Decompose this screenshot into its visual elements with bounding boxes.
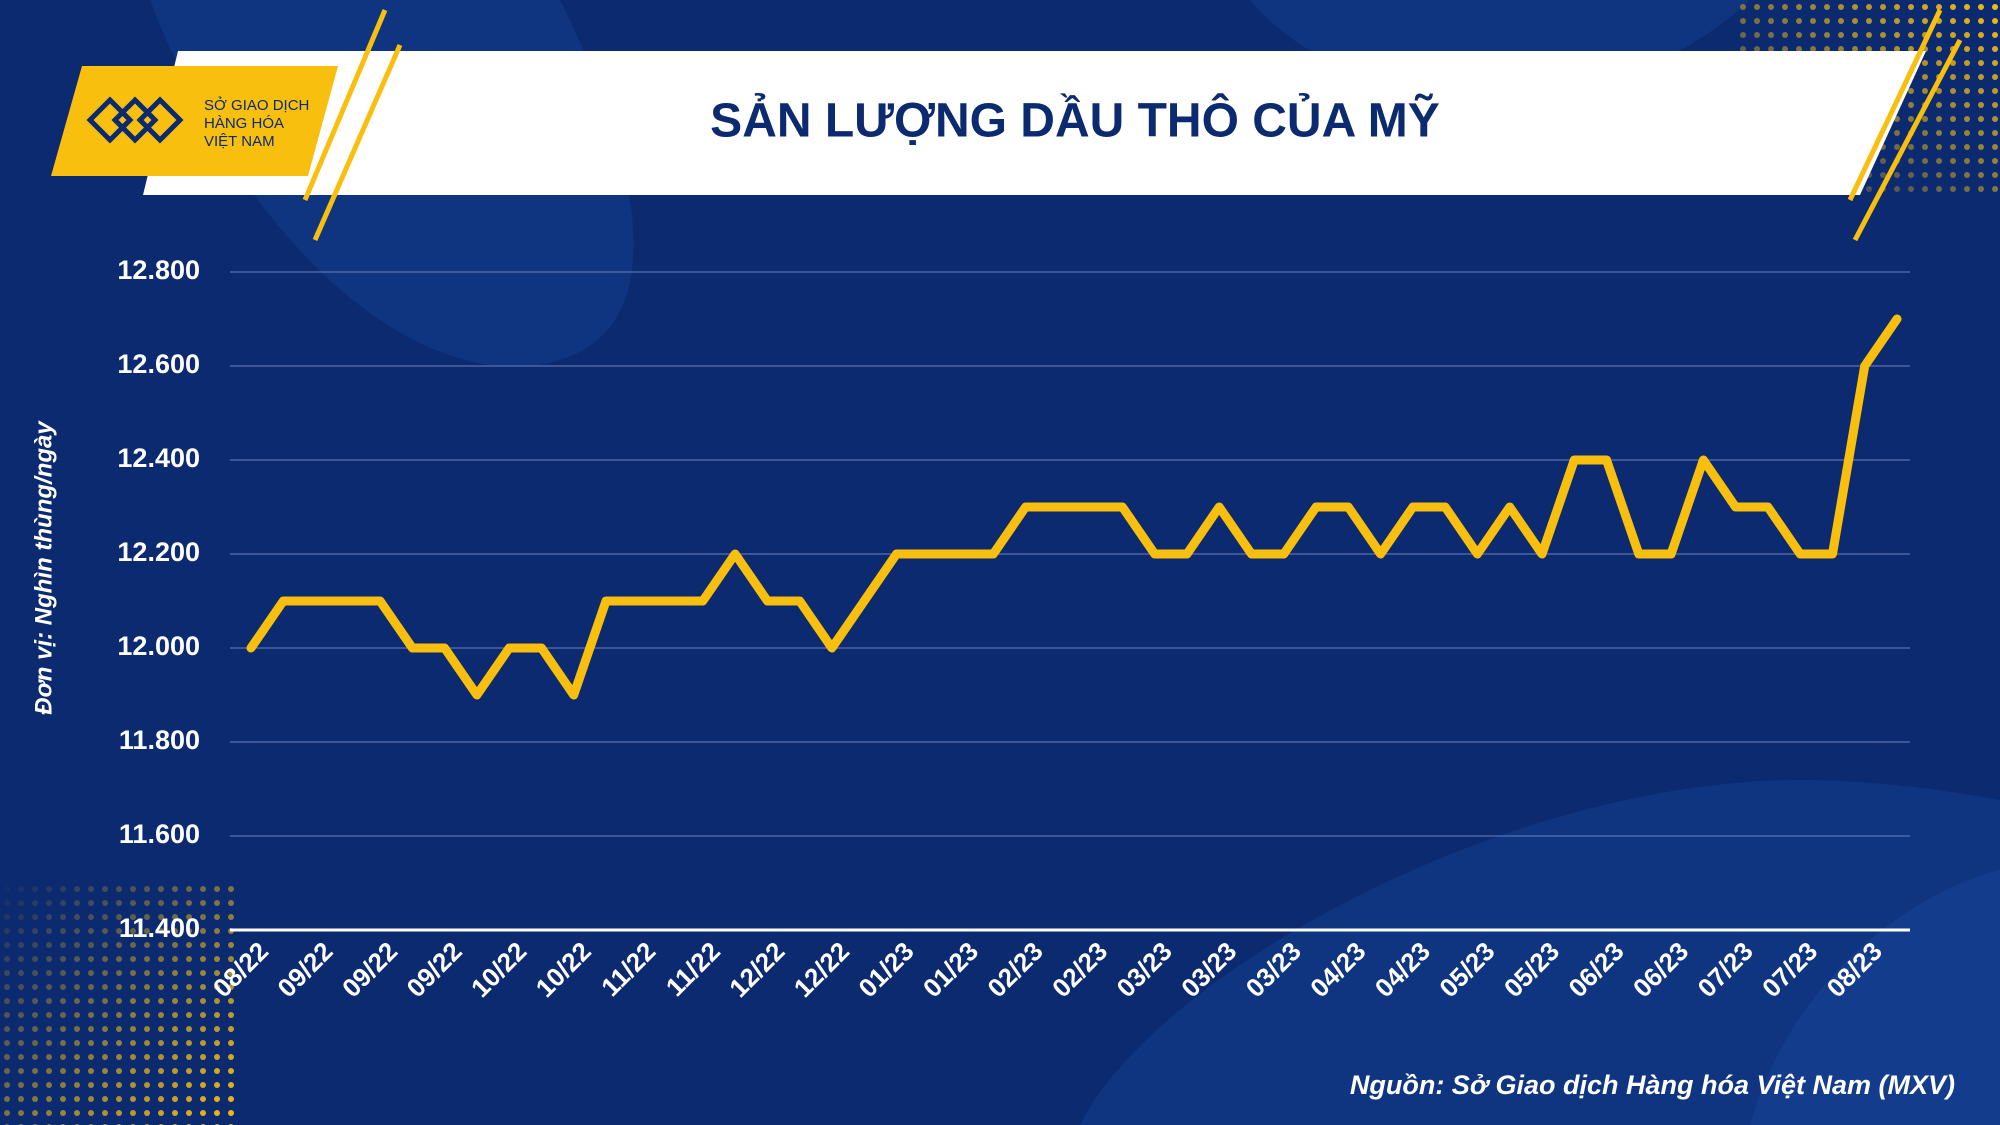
dots (0, 880, 240, 1125)
chart-title: SẢN LƯỢNG DẦU THÔ CỦA MỸ (710, 93, 1440, 148)
blob (1080, 780, 2000, 1125)
logo-icon (86, 96, 184, 144)
title-banner (143, 51, 1926, 195)
logo-text: HÀNG HÓA (204, 115, 284, 132)
y-tick-label: 11.600 (119, 819, 200, 849)
y-axis-label: Đơn vị: Nghìn thùng/ngày (30, 420, 57, 715)
logo-text: VIỆT NAM (204, 133, 275, 150)
y-tick-label: 11.800 (119, 725, 200, 755)
logo-box (51, 66, 338, 176)
line (246, 314, 1902, 700)
y-tick-label: 12.000 (117, 631, 200, 661)
deco-lines (302, 8, 1963, 242)
y-tick-label: 12.400 (117, 443, 200, 473)
y-tick-label: 11.400 (119, 913, 200, 943)
y-tick-label: 12.800 (117, 255, 200, 285)
y-tick-label: 12.600 (117, 349, 200, 379)
blob (1750, 870, 2000, 1125)
y-tick-label: 12.200 (117, 537, 200, 567)
logo-text: SỞ GIAO DỊCH (204, 96, 309, 114)
source: Nguồn: Sở Giao dịch Hàng hóa Việt Nam (M… (1350, 1070, 1955, 1100)
